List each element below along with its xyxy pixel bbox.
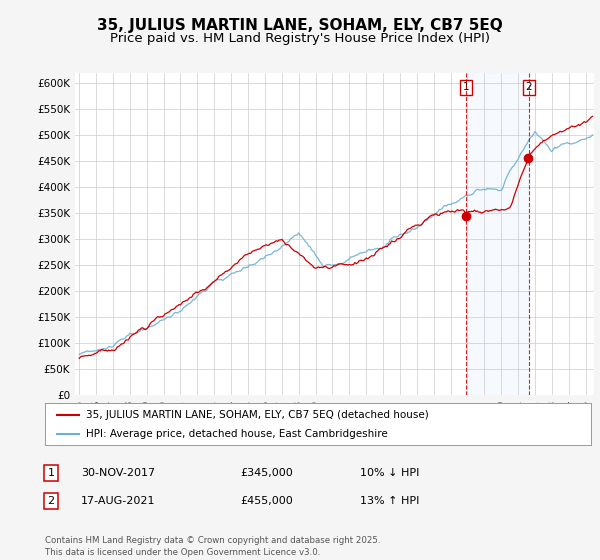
Bar (466, 73, 529, 395)
Text: 2: 2 (47, 496, 55, 506)
Text: 1: 1 (463, 82, 469, 92)
Text: 35, JULIUS MARTIN LANE, SOHAM, ELY, CB7 5EQ (detached house): 35, JULIUS MARTIN LANE, SOHAM, ELY, CB7 … (86, 409, 428, 419)
Text: 30-NOV-2017: 30-NOV-2017 (81, 468, 155, 478)
Text: 35, JULIUS MARTIN LANE, SOHAM, ELY, CB7 5EQ: 35, JULIUS MARTIN LANE, SOHAM, ELY, CB7 … (97, 18, 503, 32)
Text: HPI: Average price, detached house, East Cambridgeshire: HPI: Average price, detached house, East… (86, 429, 388, 439)
Text: 1: 1 (47, 468, 55, 478)
Text: Contains HM Land Registry data © Crown copyright and database right 2025.
This d: Contains HM Land Registry data © Crown c… (45, 536, 380, 557)
Text: Price paid vs. HM Land Registry's House Price Index (HPI): Price paid vs. HM Land Registry's House … (110, 31, 490, 45)
Text: 13% ↑ HPI: 13% ↑ HPI (360, 496, 419, 506)
Text: £345,000: £345,000 (240, 468, 293, 478)
Text: £455,000: £455,000 (240, 496, 293, 506)
Text: 2: 2 (525, 82, 532, 92)
Text: 10% ↓ HPI: 10% ↓ HPI (360, 468, 419, 478)
Text: 17-AUG-2021: 17-AUG-2021 (81, 496, 155, 506)
